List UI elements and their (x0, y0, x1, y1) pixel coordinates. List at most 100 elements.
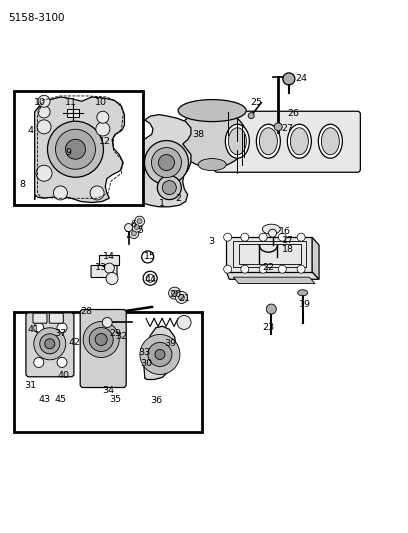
Circle shape (95, 334, 107, 345)
Circle shape (104, 263, 114, 273)
Circle shape (266, 304, 276, 314)
Circle shape (172, 290, 177, 296)
Polygon shape (312, 237, 319, 279)
FancyBboxPatch shape (26, 313, 74, 377)
Circle shape (89, 327, 113, 352)
Ellipse shape (225, 124, 249, 158)
Text: 20: 20 (169, 290, 182, 298)
Polygon shape (35, 97, 124, 203)
Text: 25: 25 (250, 98, 262, 107)
Circle shape (274, 123, 282, 131)
Text: 32: 32 (115, 333, 128, 341)
Circle shape (131, 231, 136, 236)
Ellipse shape (290, 128, 308, 155)
Circle shape (157, 175, 181, 200)
Circle shape (155, 350, 165, 359)
Text: 2: 2 (176, 194, 182, 203)
Circle shape (102, 318, 112, 327)
Circle shape (106, 272, 118, 285)
Circle shape (36, 165, 52, 181)
Polygon shape (144, 326, 176, 379)
Bar (99, 255, 120, 265)
Circle shape (297, 233, 305, 241)
Circle shape (137, 219, 142, 224)
Circle shape (224, 265, 232, 273)
Text: 21: 21 (178, 294, 191, 303)
Text: 34: 34 (102, 386, 114, 394)
Circle shape (248, 112, 254, 119)
Bar (14, 312, 202, 432)
Text: 37: 37 (54, 329, 67, 337)
Text: 13: 13 (95, 263, 107, 272)
Text: 35: 35 (109, 395, 121, 404)
Circle shape (175, 292, 188, 303)
Ellipse shape (177, 110, 247, 167)
Circle shape (129, 229, 139, 238)
Circle shape (90, 186, 104, 200)
FancyBboxPatch shape (91, 265, 117, 278)
Ellipse shape (198, 159, 226, 171)
Circle shape (135, 216, 144, 226)
Text: 24: 24 (295, 75, 307, 83)
Circle shape (278, 233, 286, 241)
Circle shape (53, 186, 67, 200)
Circle shape (177, 316, 191, 329)
Circle shape (140, 334, 180, 375)
Circle shape (45, 339, 55, 349)
Text: 14: 14 (103, 252, 115, 261)
Circle shape (96, 122, 110, 136)
Text: 41: 41 (27, 325, 40, 334)
Bar (14, 91, 143, 205)
Circle shape (158, 155, 175, 171)
Circle shape (55, 129, 95, 169)
Ellipse shape (322, 128, 339, 155)
Text: 9: 9 (66, 148, 71, 157)
Text: 8: 8 (20, 181, 25, 189)
Text: 7: 7 (124, 231, 130, 240)
Circle shape (83, 321, 119, 358)
Text: 44: 44 (144, 275, 156, 284)
Circle shape (38, 95, 50, 107)
Text: 23: 23 (262, 324, 275, 332)
Text: 31: 31 (24, 381, 37, 390)
Text: 12: 12 (99, 137, 111, 146)
Circle shape (278, 265, 286, 273)
Ellipse shape (256, 124, 280, 158)
Circle shape (47, 121, 104, 177)
Circle shape (134, 224, 139, 230)
Circle shape (241, 233, 249, 241)
Circle shape (124, 223, 133, 231)
Circle shape (179, 294, 184, 301)
Text: 3: 3 (208, 237, 215, 246)
Circle shape (38, 106, 50, 118)
Ellipse shape (262, 224, 280, 234)
Polygon shape (226, 237, 312, 272)
Text: 39: 39 (164, 340, 177, 348)
FancyBboxPatch shape (33, 313, 47, 323)
Text: 36: 36 (150, 397, 162, 405)
Text: 33: 33 (139, 349, 151, 357)
Circle shape (148, 342, 172, 367)
Circle shape (224, 233, 232, 241)
Circle shape (132, 222, 142, 232)
Circle shape (283, 73, 295, 85)
Text: 27: 27 (282, 125, 294, 133)
Text: 11: 11 (65, 98, 78, 107)
Text: 30: 30 (140, 359, 152, 368)
Polygon shape (226, 272, 319, 279)
Circle shape (162, 181, 176, 195)
Text: 43: 43 (38, 395, 50, 404)
Text: 16: 16 (279, 228, 291, 236)
Circle shape (241, 265, 249, 273)
Text: 45: 45 (54, 395, 67, 404)
Text: 18: 18 (282, 245, 294, 254)
Text: 19: 19 (299, 301, 311, 309)
Circle shape (151, 148, 182, 177)
FancyBboxPatch shape (80, 310, 126, 387)
Circle shape (37, 120, 51, 134)
Circle shape (57, 358, 67, 367)
Circle shape (40, 334, 60, 354)
Circle shape (97, 111, 109, 123)
Ellipse shape (287, 124, 311, 158)
Text: 4: 4 (28, 126, 33, 135)
